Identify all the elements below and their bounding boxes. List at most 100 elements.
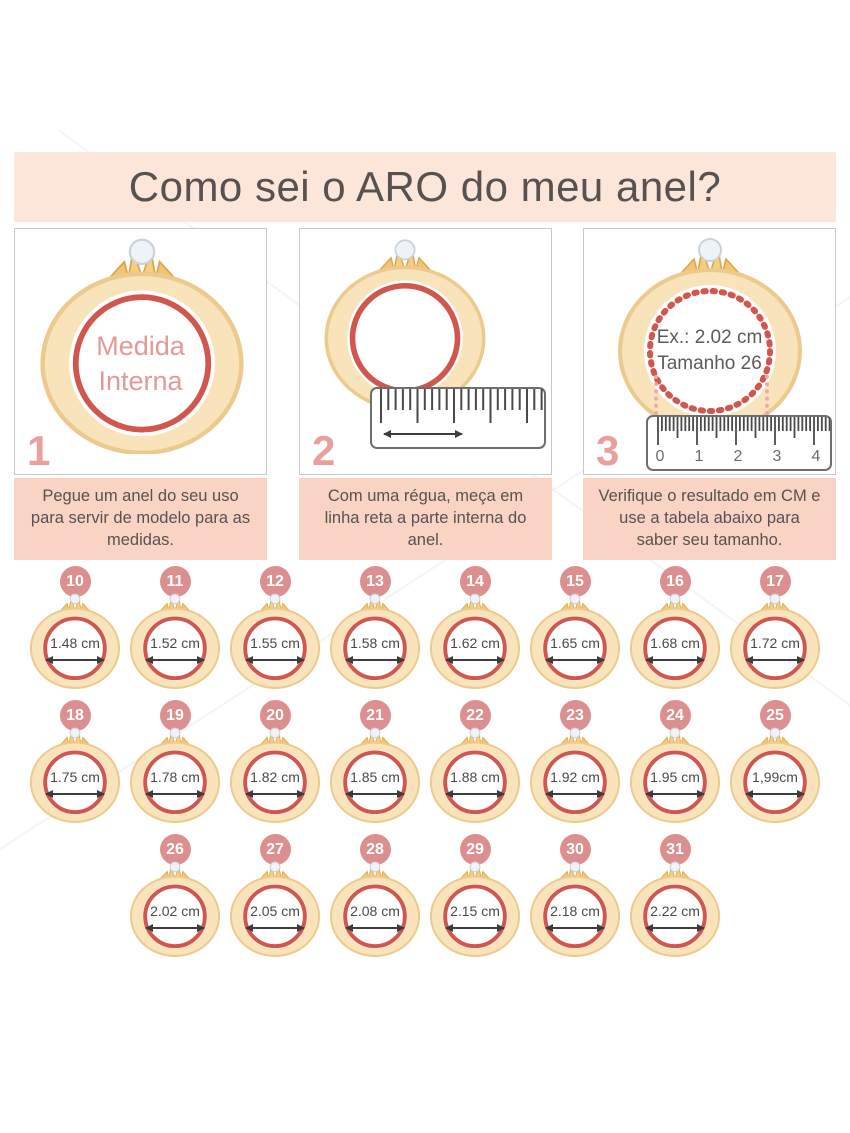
measure-arrow-icon — [383, 429, 463, 438]
ring-size-item: 20 1.82 cm — [225, 700, 325, 823]
size-number: 17 — [766, 572, 784, 590]
ring-measure-label: 1.95 cm — [650, 769, 700, 785]
step-number-2: 2 — [312, 427, 336, 474]
page-title: Como sei o ARO do meu anel? — [128, 163, 722, 210]
ring-illustration — [618, 238, 802, 433]
step-caption-1: Pegue um anel do seu uso para servir de … — [14, 478, 267, 560]
ring-illustration: 2.18 cm — [528, 858, 622, 957]
step-number-3: 3 — [596, 427, 620, 474]
ring-size-item: 23 1.92 cm — [525, 700, 625, 823]
ring-illustration: 1.72 cm — [728, 590, 822, 689]
ring-size-item: 30 2.18 cm — [525, 834, 625, 957]
ring-size-item: 13 1.58 cm — [325, 566, 425, 689]
diameter-arrow-icon — [45, 655, 105, 664]
diameter-arrow-icon — [645, 655, 705, 664]
diameter-arrow-icon — [45, 789, 105, 798]
diameter-arrow-icon — [345, 655, 405, 664]
size-badge: 30 — [559, 834, 591, 865]
ring-size-item: 18 1.75 cm — [25, 700, 125, 823]
ring-measure-label: 1.75 cm — [50, 769, 100, 785]
size-badge: 26 — [159, 834, 191, 865]
ring-measure-label: 1.68 cm — [650, 635, 700, 651]
ruler-ticks — [380, 389, 543, 423]
size-badge: 20 — [259, 700, 291, 731]
size-number: 23 — [566, 706, 584, 724]
size-number: 14 — [466, 572, 484, 590]
step-box-3: Ex.: 2.02 cm Tamanho 26 0 1 2 3 4 3 — [583, 228, 836, 475]
ring-size-item: 17 1.72 cm — [725, 566, 825, 689]
ring-illustration: 2.22 cm — [628, 858, 722, 957]
size-badge: 28 — [359, 834, 391, 865]
size-number: 21 — [366, 706, 384, 724]
step-box-1: Medida Interna 1 — [14, 228, 267, 475]
size-chart-row: 18 1.75 cm 19 — [0, 700, 850, 823]
size-number: 11 — [166, 572, 184, 590]
ring-size-item: 21 1.85 cm — [325, 700, 425, 823]
ring-illustration: 2.02 cm — [128, 858, 222, 957]
ring-size-item: 19 1.78 cm — [125, 700, 225, 823]
size-number: 22 — [466, 706, 484, 724]
ring-illustration: 2.05 cm — [228, 858, 322, 957]
size-badge: 10 — [59, 566, 91, 597]
ring-size-item: 11 1.52 cm — [125, 566, 225, 689]
ring-illustration: 2.08 cm — [328, 858, 422, 957]
ring-measure-label: 1.58 cm — [350, 635, 400, 651]
diameter-arrow-icon — [645, 789, 705, 798]
size-number: 28 — [366, 840, 384, 858]
size-number: 15 — [566, 572, 584, 590]
step-number-1: 1 — [27, 427, 51, 474]
diameter-arrow-icon — [245, 655, 305, 664]
size-number: 26 — [166, 840, 184, 858]
inner-measure-label: Medida Interna — [96, 331, 185, 397]
size-badge: 24 — [659, 700, 691, 731]
diameter-arrow-icon — [445, 923, 505, 932]
ring-measure-label: 1.62 cm — [450, 635, 500, 651]
ring-size-item: 22 1.88 cm — [425, 700, 525, 823]
ring-illustration — [40, 238, 244, 454]
ring-illustration: 2.15 cm — [428, 858, 522, 957]
ring-size-item: 14 1.62 cm — [425, 566, 525, 689]
size-badge: 16 — [659, 566, 691, 597]
ring-illustration: 1.95 cm — [628, 724, 722, 823]
diameter-arrow-icon — [445, 789, 505, 798]
ring-illustration: 1,99cm — [728, 724, 822, 823]
size-badge: 27 — [259, 834, 291, 865]
size-number: 27 — [266, 840, 284, 858]
ruler-numbers: 0 1 2 3 4 — [655, 448, 821, 465]
ring-measure-label: 1.88 cm — [450, 769, 500, 785]
diameter-arrow-icon — [545, 923, 605, 932]
ring-measure-label: 1,99cm — [752, 769, 798, 785]
ring-illustration: 1.92 cm — [528, 724, 622, 823]
ruler — [370, 387, 546, 449]
ring-measure-label: 1.65 cm — [550, 635, 600, 651]
size-badge: 14 — [459, 566, 491, 597]
size-number: 12 — [266, 572, 284, 590]
ring-illustration: 1.88 cm — [428, 724, 522, 823]
ring-size-item: 28 2.08 cm — [325, 834, 425, 957]
size-chart-row: 26 2.02 cm 27 — [0, 834, 850, 957]
diameter-arrow-icon — [445, 655, 505, 664]
ring-measure-label: 1.55 cm — [250, 635, 300, 651]
size-number: 24 — [666, 706, 684, 724]
diameter-arrow-icon — [645, 923, 705, 932]
diameter-arrow-icon — [745, 655, 805, 664]
size-number: 25 — [766, 706, 784, 724]
ring-size-item: 12 1.55 cm — [225, 566, 325, 689]
ring-illustration: 1.65 cm — [528, 590, 622, 689]
size-badge: 18 — [59, 700, 91, 731]
ring-illustration: 1.82 cm — [228, 724, 322, 823]
step-box-2: 2 — [299, 228, 552, 475]
ring-size-item: 24 1.95 cm — [625, 700, 725, 823]
ring-size-item: 26 2.02 cm — [125, 834, 225, 957]
ring-illustration: 1.78 cm — [128, 724, 222, 823]
size-badge: 23 — [559, 700, 591, 731]
ring-size-item: 27 2.05 cm — [225, 834, 325, 957]
ring-illustration: 1.85 cm — [328, 724, 422, 823]
ring-size-item: 10 1.48 cm — [25, 566, 125, 689]
ring-illustration: 1.58 cm — [328, 590, 422, 689]
ruler-ticks — [657, 417, 830, 445]
size-number: 29 — [466, 840, 484, 858]
diameter-arrow-icon — [545, 789, 605, 798]
size-chart: 10 1.48 cm 11 — [0, 566, 850, 968]
size-badge: 29 — [459, 834, 491, 865]
